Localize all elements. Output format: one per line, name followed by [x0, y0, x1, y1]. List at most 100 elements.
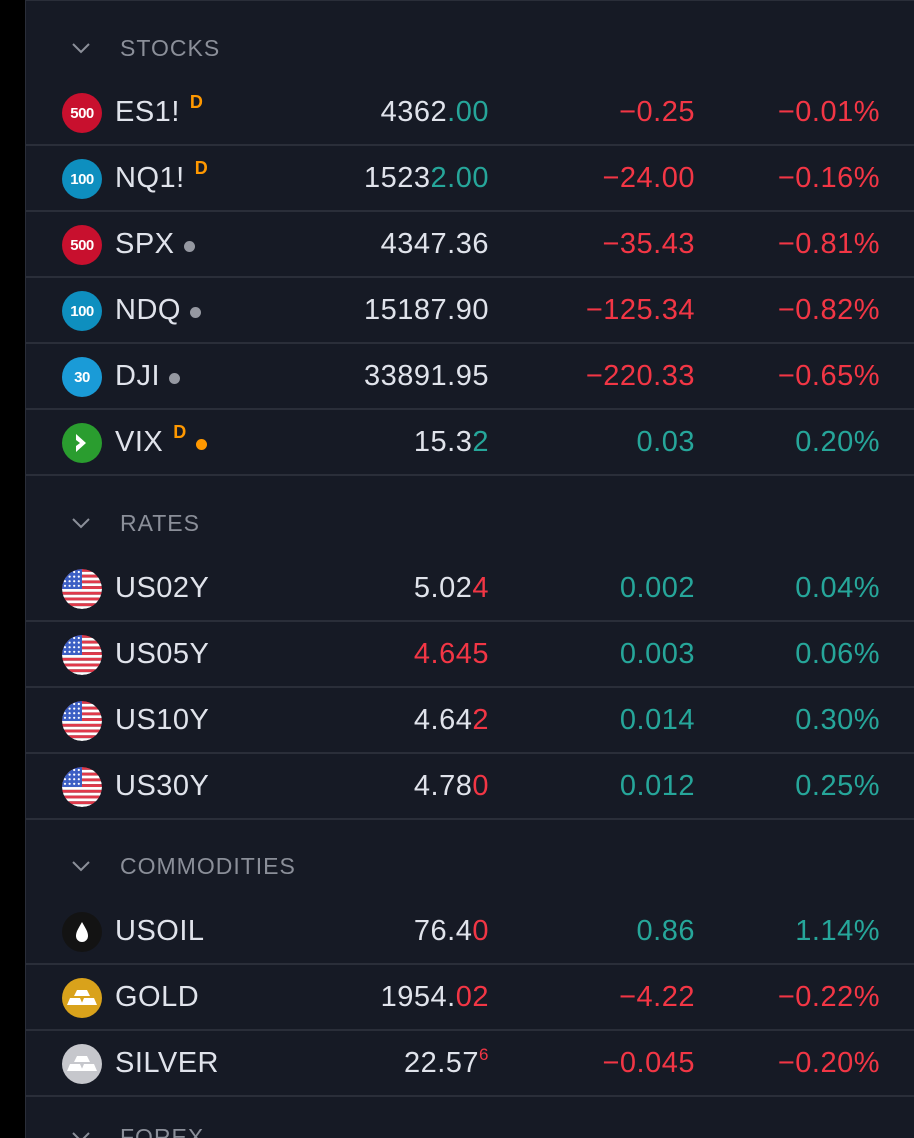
last-price: 1954.02 — [381, 981, 489, 1014]
watchlist-panel: STOCKS 500 ES1! D 4362.00 −0.25 −0.01% 100 NQ1! D… — [25, 0, 914, 1138]
us-flag-icon — [62, 569, 102, 609]
delayed-badge: D — [173, 422, 187, 442]
change-percent: 1.14% — [795, 915, 880, 947]
watchlist-row[interactable]: US30Y 4.780 0.012 0.25% — [26, 754, 914, 820]
change-value: −220.33 — [585, 360, 695, 392]
symbol-name: US02Y — [115, 572, 209, 605]
chevron-down-icon[interactable] — [70, 37, 92, 59]
row-divider — [26, 342, 914, 344]
chevron-down-icon[interactable] — [70, 512, 92, 534]
watchlist-row[interactable]: US10Y 4.642 0.014 0.30% — [26, 688, 914, 754]
row-divider — [26, 752, 914, 754]
watchlist-row[interactable]: 500 SPX 4347.36 −35.43 −0.81% — [26, 212, 914, 278]
watchlist-row[interactable]: US05Y 4.645 0.003 0.06% — [26, 622, 914, 688]
row-divider — [26, 276, 914, 278]
change-value: −125.34 — [585, 294, 695, 326]
row-divider — [26, 1095, 914, 1097]
last-price-main: 15187.90 — [364, 294, 489, 326]
change-value: 0.012 — [619, 770, 695, 802]
last-price: 4.645 — [414, 638, 489, 671]
chevron-down-icon[interactable] — [70, 855, 92, 877]
delayed-badge: D — [189, 92, 204, 112]
us-flag-icon — [62, 701, 102, 741]
watchlist-row[interactable]: 100 NQ1! D 15232.00 −24.00 −0.16% — [26, 146, 914, 212]
last-price-main: 4.78 — [413, 770, 473, 802]
last-price-changed-digits: 02 — [455, 981, 489, 1013]
market-status-dot — [183, 241, 195, 252]
row-divider — [26, 818, 914, 820]
symbol-name: US05Y — [115, 638, 209, 671]
last-price-main: 33891.95 — [364, 360, 489, 392]
row-divider — [26, 963, 914, 965]
section-title: STOCKS — [120, 34, 221, 61]
last-price: 15232.00 — [364, 162, 489, 195]
vix-icon — [62, 423, 102, 463]
change-percent: 0.04% — [795, 572, 880, 604]
section-title: FOREX — [120, 1123, 205, 1138]
last-price-changed-digits: 0 — [472, 770, 489, 802]
chevron-down-icon[interactable] — [70, 1126, 92, 1138]
change-value: −24.00 — [602, 162, 695, 194]
change-percent: 0.06% — [795, 638, 880, 670]
last-price: 4.780 — [414, 770, 489, 803]
symbol-ticker: ES1! — [115, 96, 180, 128]
change-percent: 0.25% — [795, 770, 880, 802]
watchlist-row[interactable]: 30 DJI 33891.95 −220.33 −0.65% — [26, 344, 914, 410]
section-header-stocks[interactable]: STOCKS — [26, 28, 914, 68]
last-price-main: 4362 — [380, 96, 448, 128]
change-value: −0.25 — [619, 96, 695, 128]
last-price: 76.40 — [414, 915, 489, 948]
last-price-main: 5.02 — [413, 572, 473, 604]
watchlist-row[interactable]: VIX D 15.32 0.03 0.20% — [26, 410, 914, 476]
change-value: −35.43 — [602, 228, 695, 260]
symbol-ticker: US30Y — [115, 770, 210, 802]
last-price-main: 4347.36 — [380, 228, 489, 260]
row-divider — [26, 408, 914, 410]
last-price-main: 4.64 — [413, 704, 473, 736]
section-header-commodities[interactable]: COMMODITIES — [26, 846, 914, 886]
symbol-logo: 500 — [62, 93, 102, 133]
last-price: 5.024 — [414, 572, 489, 605]
symbol-logo: 30 — [62, 357, 102, 397]
silver-bars-icon — [62, 1044, 102, 1084]
watchlist-row[interactable]: 100 NDQ 15187.90 −125.34 −0.82% — [26, 278, 914, 344]
change-value: 0.86 — [636, 915, 695, 947]
last-price: 15.32 — [414, 426, 489, 459]
last-price: 22.576 — [403, 1045, 489, 1080]
symbol-ticker: USOIL — [115, 915, 205, 947]
symbol-ticker: SILVER — [115, 1047, 220, 1079]
us-flag-icon — [62, 635, 102, 675]
symbol-ticker: US05Y — [115, 638, 210, 670]
symbol-ticker: GOLD — [115, 981, 200, 1013]
section-header-forex[interactable]: FOREX — [26, 1117, 914, 1138]
watchlist-row[interactable]: USOIL 76.40 0.86 1.14% — [26, 899, 914, 965]
symbol-name: USOIL — [115, 915, 205, 948]
symbol-name: ES1! D — [115, 92, 203, 129]
change-percent: −0.16% — [777, 162, 880, 194]
symbol-name: VIX D — [115, 422, 207, 459]
section-header-rates[interactable]: RATES — [26, 503, 914, 543]
symbol-ticker: SPX — [115, 228, 175, 260]
delayed-badge: D — [194, 158, 209, 178]
last-price-changed-digits: 4 — [472, 572, 489, 604]
watchlist-row[interactable]: GOLD 1954.02 −4.22 −0.22% — [26, 965, 914, 1031]
watchlist-row[interactable]: US02Y 5.024 0.002 0.04% — [26, 556, 914, 622]
change-value: 0.03 — [636, 426, 695, 458]
symbol-logo: 500 — [62, 225, 102, 265]
symbol-ticker: VIX — [115, 426, 164, 458]
change-value: −0.045 — [602, 1047, 695, 1079]
watchlist-row[interactable]: 500 ES1! D 4362.00 −0.25 −0.01% — [26, 80, 914, 146]
last-price-main: 22.57 — [403, 1047, 480, 1079]
last-price-main: 1523 — [364, 162, 431, 194]
row-divider — [26, 686, 914, 688]
symbol-logo: 100 — [62, 159, 102, 199]
change-percent: −0.82% — [777, 294, 880, 326]
symbol-name: SPX — [115, 228, 195, 261]
change-value: 0.002 — [619, 572, 695, 604]
last-price-fraction: 6 — [479, 1045, 489, 1064]
watchlist-row[interactable]: SILVER 22.576 −0.045 −0.20% — [26, 1031, 914, 1097]
last-price: 4347.36 — [381, 228, 489, 261]
last-price-changed-digits: 2.00 — [430, 162, 489, 194]
symbol-name: NDQ — [115, 294, 201, 327]
symbol-ticker: US10Y — [115, 704, 210, 736]
